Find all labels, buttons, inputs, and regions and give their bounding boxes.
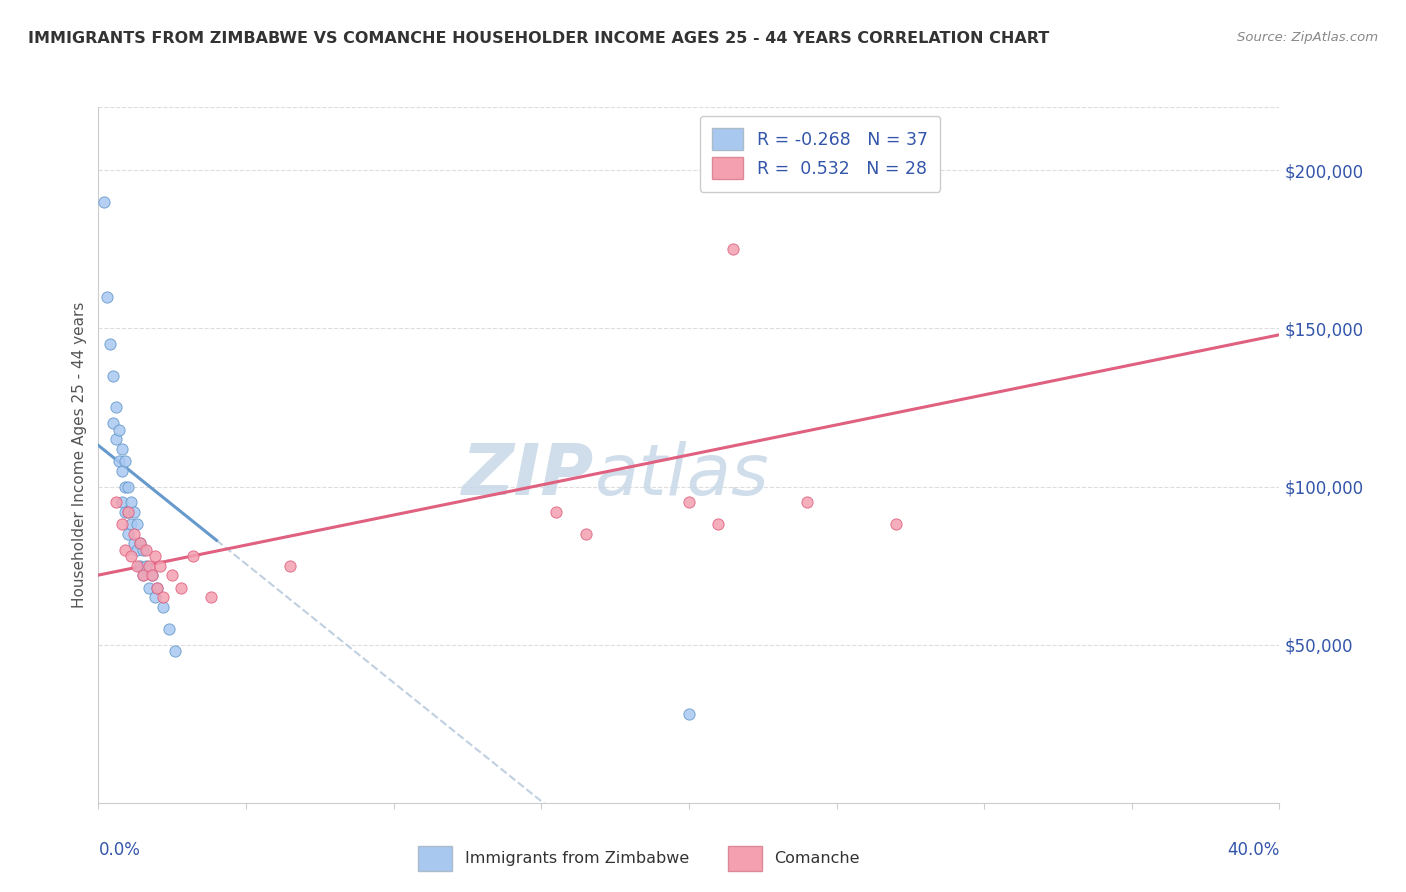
Point (162, 568, 183, 582)
Text: ZIP: ZIP (463, 442, 595, 510)
Point (678, 707, 700, 722)
Point (149, 558, 172, 573)
Point (122, 505, 145, 519)
Point (105, 432, 128, 446)
Point (103, 417, 125, 431)
Point (120, 549, 142, 563)
Point (143, 591, 166, 605)
Point (122, 536, 145, 550)
Text: atlas: atlas (595, 442, 769, 510)
Point (114, 479, 136, 493)
Legend: R = -0.268   N = 37, R =  0.532   N = 28: R = -0.268 N = 37, R = 0.532 N = 28 (700, 116, 941, 192)
Text: Immigrants from Zimbabwe: Immigrants from Zimbabwe (465, 851, 689, 866)
Point (114, 454, 136, 468)
Point (111, 517, 134, 532)
Point (108, 454, 131, 468)
Point (93, 194, 115, 209)
Y-axis label: Householder Income Ages 25 - 44 years: Householder Income Ages 25 - 44 years (72, 301, 87, 608)
Point (114, 505, 136, 519)
Point (128, 536, 150, 550)
Text: Comanche: Comanche (775, 851, 859, 866)
Point (117, 505, 139, 519)
Point (132, 542, 155, 557)
Point (146, 581, 169, 595)
Point (117, 479, 139, 493)
Point (278, 558, 302, 573)
Point (152, 599, 174, 614)
Bar (419, 847, 453, 871)
Point (796, 495, 818, 509)
Point (141, 568, 163, 582)
Point (111, 464, 134, 478)
Point (146, 581, 169, 595)
Point (111, 495, 134, 509)
Point (157, 622, 180, 636)
Point (138, 581, 160, 595)
Point (125, 517, 148, 532)
Point (165, 644, 187, 658)
Point (114, 542, 136, 557)
Point (105, 495, 128, 509)
Point (141, 568, 163, 582)
Point (117, 505, 139, 519)
Point (105, 401, 128, 415)
Point (678, 495, 700, 509)
Point (132, 568, 155, 582)
Point (884, 517, 907, 532)
Point (120, 495, 142, 509)
Point (574, 527, 596, 541)
Point (170, 581, 193, 595)
Point (181, 549, 204, 563)
Point (128, 558, 150, 573)
Point (143, 549, 166, 563)
Text: 0.0%: 0.0% (98, 841, 141, 859)
Point (128, 536, 150, 550)
Point (98, 337, 121, 351)
Point (108, 423, 131, 437)
Point (120, 517, 142, 532)
Point (122, 527, 145, 541)
Text: IMMIGRANTS FROM ZIMBABWE VS COMANCHE HOUSEHOLDER INCOME AGES 25 - 44 YEARS CORRE: IMMIGRANTS FROM ZIMBABWE VS COMANCHE HOU… (28, 31, 1049, 46)
Point (117, 527, 139, 541)
Point (103, 368, 125, 383)
Text: 40.0%: 40.0% (1227, 841, 1279, 859)
Point (135, 542, 157, 557)
Point (707, 517, 730, 532)
Point (135, 558, 157, 573)
Point (125, 558, 148, 573)
Point (96, 290, 118, 304)
Point (125, 542, 148, 557)
Point (138, 558, 160, 573)
Text: Source: ZipAtlas.com: Source: ZipAtlas.com (1237, 31, 1378, 45)
Point (132, 568, 155, 582)
Point (200, 591, 222, 605)
Point (111, 442, 134, 456)
Point (152, 591, 174, 605)
Bar (728, 847, 762, 871)
Point (723, 243, 745, 257)
Point (546, 505, 568, 519)
